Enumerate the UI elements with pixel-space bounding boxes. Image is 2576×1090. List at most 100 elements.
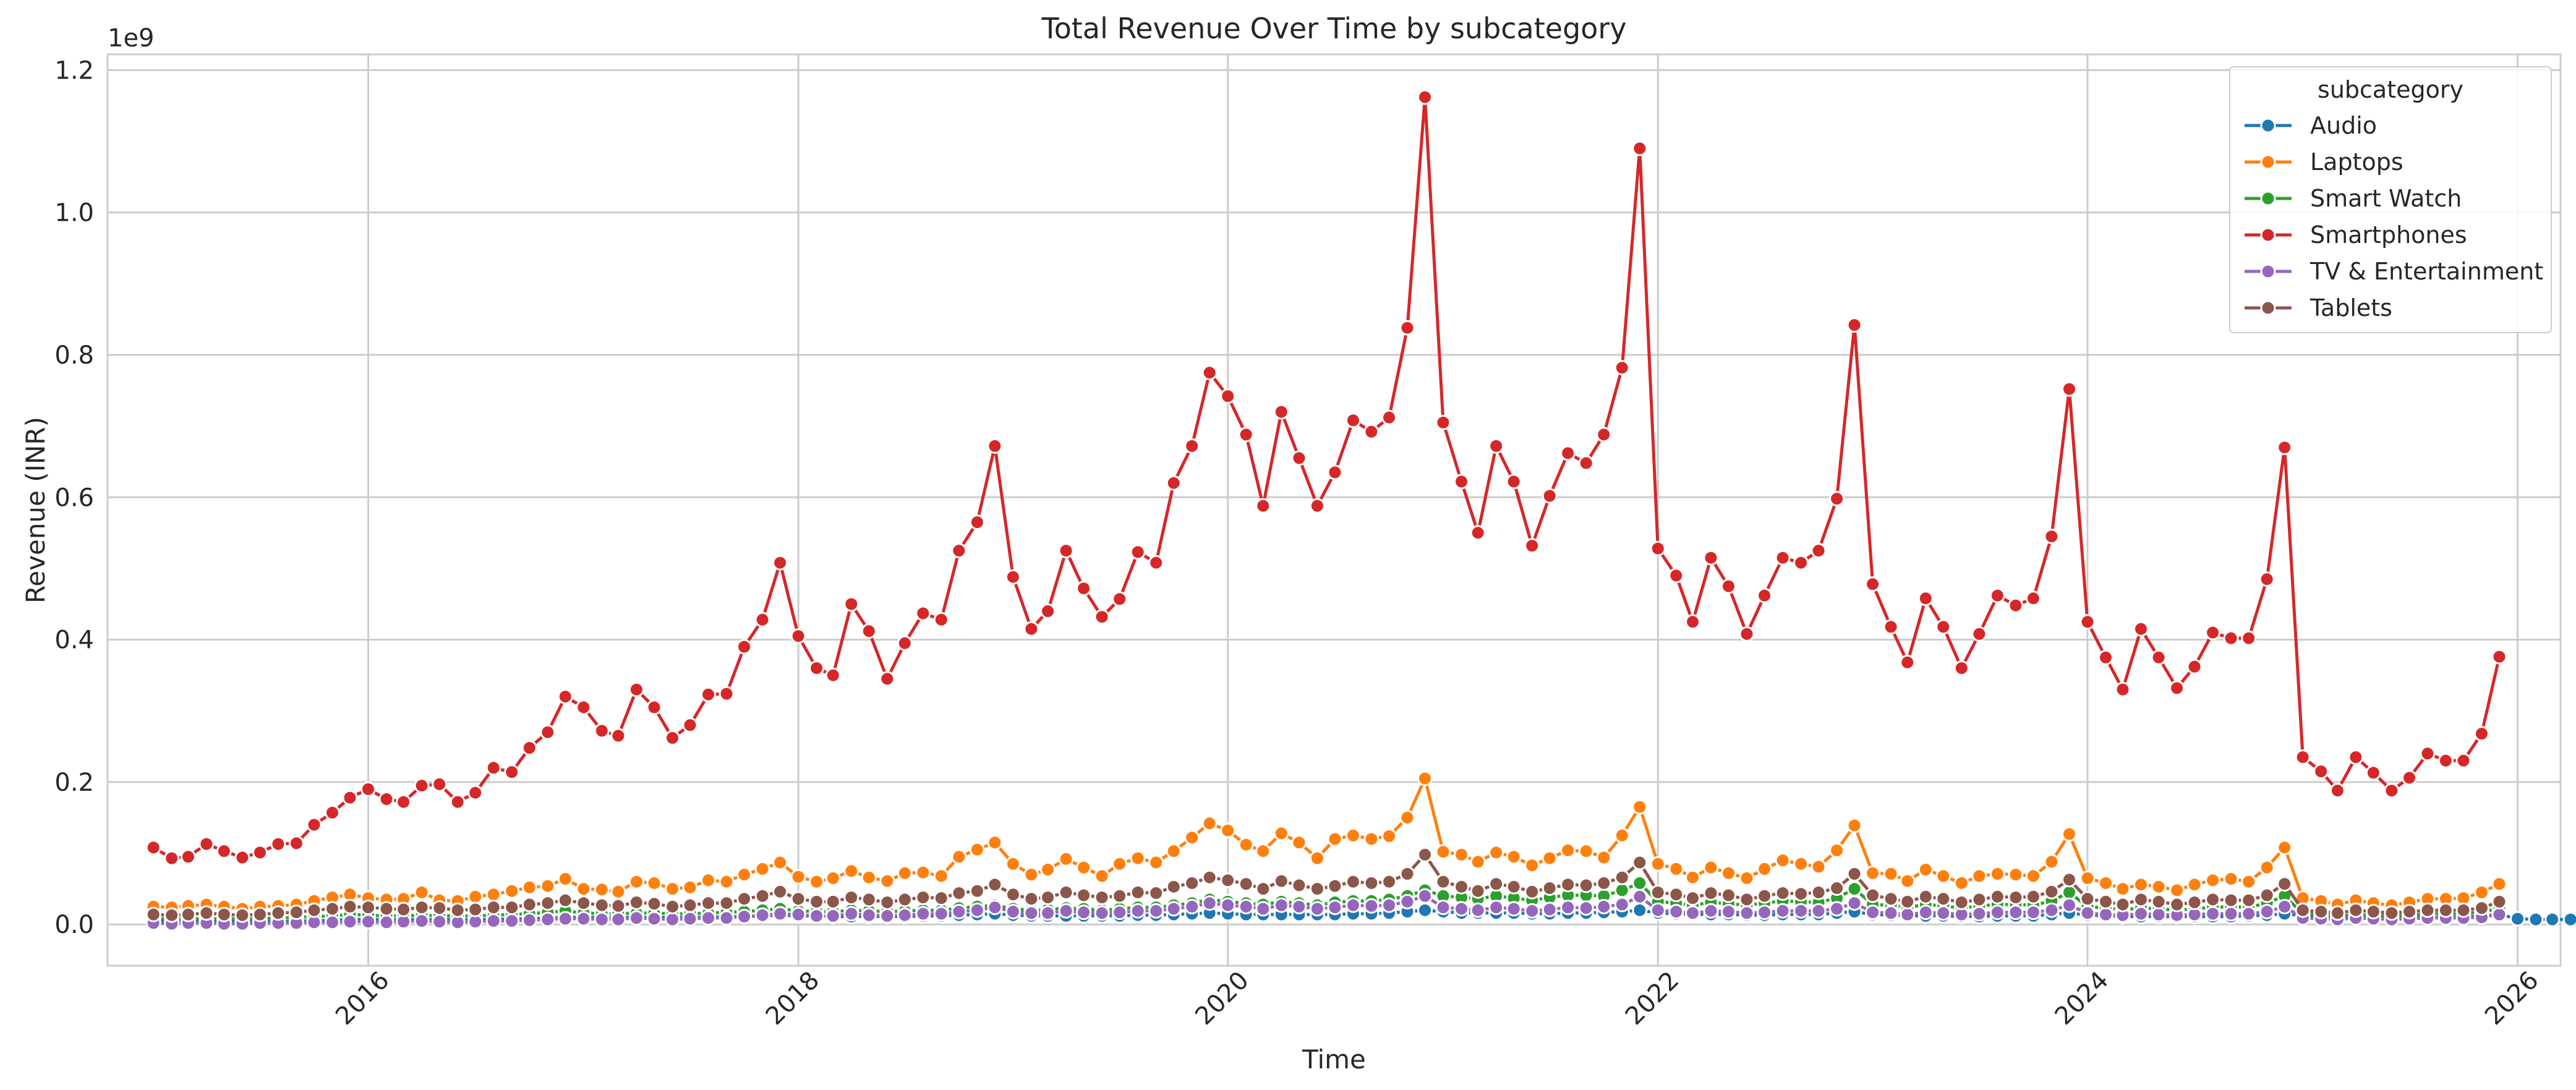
data-point bbox=[951, 849, 967, 865]
series-layer bbox=[145, 89, 2576, 932]
data-point bbox=[1309, 850, 1325, 866]
data-point bbox=[1166, 475, 1182, 491]
data-point bbox=[521, 896, 537, 913]
data-point bbox=[164, 907, 180, 923]
data-point bbox=[987, 835, 1003, 851]
data-point bbox=[2169, 680, 2185, 696]
data-point bbox=[2223, 892, 2239, 908]
data-point bbox=[682, 879, 698, 895]
y-tick-label: 1.2 bbox=[54, 56, 94, 85]
data-point bbox=[1255, 901, 1271, 917]
data-point bbox=[1112, 856, 1128, 872]
data-point bbox=[1846, 317, 1862, 333]
data-point bbox=[2491, 893, 2507, 909]
data-point bbox=[485, 900, 501, 916]
data-point bbox=[521, 740, 537, 756]
data-point bbox=[951, 543, 967, 559]
data-point bbox=[540, 724, 556, 740]
data-point bbox=[2115, 881, 2131, 897]
data-point bbox=[1846, 817, 1862, 833]
data-point bbox=[2079, 891, 2096, 907]
data-point bbox=[1201, 815, 1218, 832]
data-point bbox=[2133, 877, 2149, 893]
data-point bbox=[1184, 438, 1200, 454]
data-point bbox=[1810, 859, 1827, 875]
data-point bbox=[342, 790, 358, 806]
data-point bbox=[2151, 893, 2167, 909]
data-point bbox=[1238, 427, 1254, 443]
data-point bbox=[1291, 450, 1307, 466]
data-point bbox=[1775, 550, 1791, 566]
data-point bbox=[1417, 846, 1433, 862]
data-point bbox=[1524, 903, 1540, 919]
data-point bbox=[809, 908, 825, 924]
data-point bbox=[1166, 879, 1182, 895]
data-point bbox=[1971, 868, 1987, 884]
data-point bbox=[1327, 878, 1343, 894]
data-point bbox=[825, 893, 841, 909]
data-point bbox=[1363, 875, 1380, 891]
data-point bbox=[2008, 905, 2024, 921]
data-point bbox=[736, 639, 753, 655]
data-point bbox=[2151, 649, 2167, 665]
y-tick-label: 1.0 bbox=[54, 199, 94, 228]
legend-item: TV & Entertainment bbox=[2245, 258, 2543, 285]
legend-swatch-marker bbox=[2260, 117, 2276, 134]
data-point bbox=[1883, 619, 1899, 635]
data-point bbox=[1435, 900, 1451, 916]
data-point bbox=[2420, 902, 2436, 918]
data-point bbox=[701, 686, 716, 702]
data-point bbox=[2151, 906, 2167, 922]
data-point bbox=[646, 896, 662, 912]
data-point bbox=[646, 699, 662, 715]
data-point bbox=[1094, 609, 1110, 625]
data-point bbox=[1488, 438, 1504, 454]
data-point bbox=[450, 794, 466, 810]
data-point bbox=[1345, 897, 1361, 913]
data-point bbox=[2313, 904, 2329, 919]
data-point bbox=[915, 864, 931, 880]
data-point bbox=[1953, 660, 1969, 676]
x-tick-label: 2024 bbox=[2050, 966, 2115, 1031]
data-point bbox=[1578, 900, 1594, 916]
data-point bbox=[754, 888, 770, 904]
legend-items: Audio Laptops Smart Watch Smartphones TV & E… bbox=[2245, 112, 2543, 321]
data-point bbox=[1130, 850, 1146, 866]
data-point bbox=[825, 908, 841, 924]
data-point bbox=[665, 898, 680, 914]
data-point bbox=[1255, 843, 1271, 859]
data-point bbox=[1488, 876, 1504, 892]
data-point bbox=[2384, 905, 2400, 921]
data-point bbox=[450, 902, 466, 918]
data-point bbox=[2008, 597, 2024, 613]
data-point bbox=[1775, 853, 1791, 869]
data-point bbox=[2348, 902, 2364, 918]
data-point bbox=[1363, 424, 1380, 440]
data-point bbox=[576, 881, 592, 897]
data-point bbox=[646, 875, 662, 891]
data-point bbox=[1076, 859, 1092, 875]
data-point bbox=[933, 906, 949, 922]
data-point bbox=[1076, 887, 1092, 903]
data-point bbox=[1721, 904, 1736, 919]
legend-item: Laptops bbox=[2245, 148, 2403, 176]
data-point bbox=[1829, 880, 1845, 896]
data-point bbox=[180, 849, 196, 865]
data-point bbox=[719, 895, 735, 911]
data-point bbox=[1524, 538, 1540, 554]
data-point bbox=[2277, 840, 2293, 856]
data-point bbox=[198, 836, 215, 852]
data-point bbox=[198, 905, 215, 921]
data-point bbox=[504, 764, 520, 780]
data-point bbox=[1417, 89, 1433, 105]
data-point bbox=[719, 686, 735, 702]
x-tick-label: 2026 bbox=[2480, 966, 2544, 1031]
data-point bbox=[2365, 904, 2381, 919]
data-point bbox=[2205, 624, 2221, 641]
data-point bbox=[270, 905, 286, 921]
data-point bbox=[610, 883, 626, 900]
data-point bbox=[1399, 893, 1415, 909]
legend-item: Smart Watch bbox=[2245, 185, 2462, 212]
data-point bbox=[2044, 854, 2060, 870]
data-point bbox=[1542, 850, 1558, 866]
